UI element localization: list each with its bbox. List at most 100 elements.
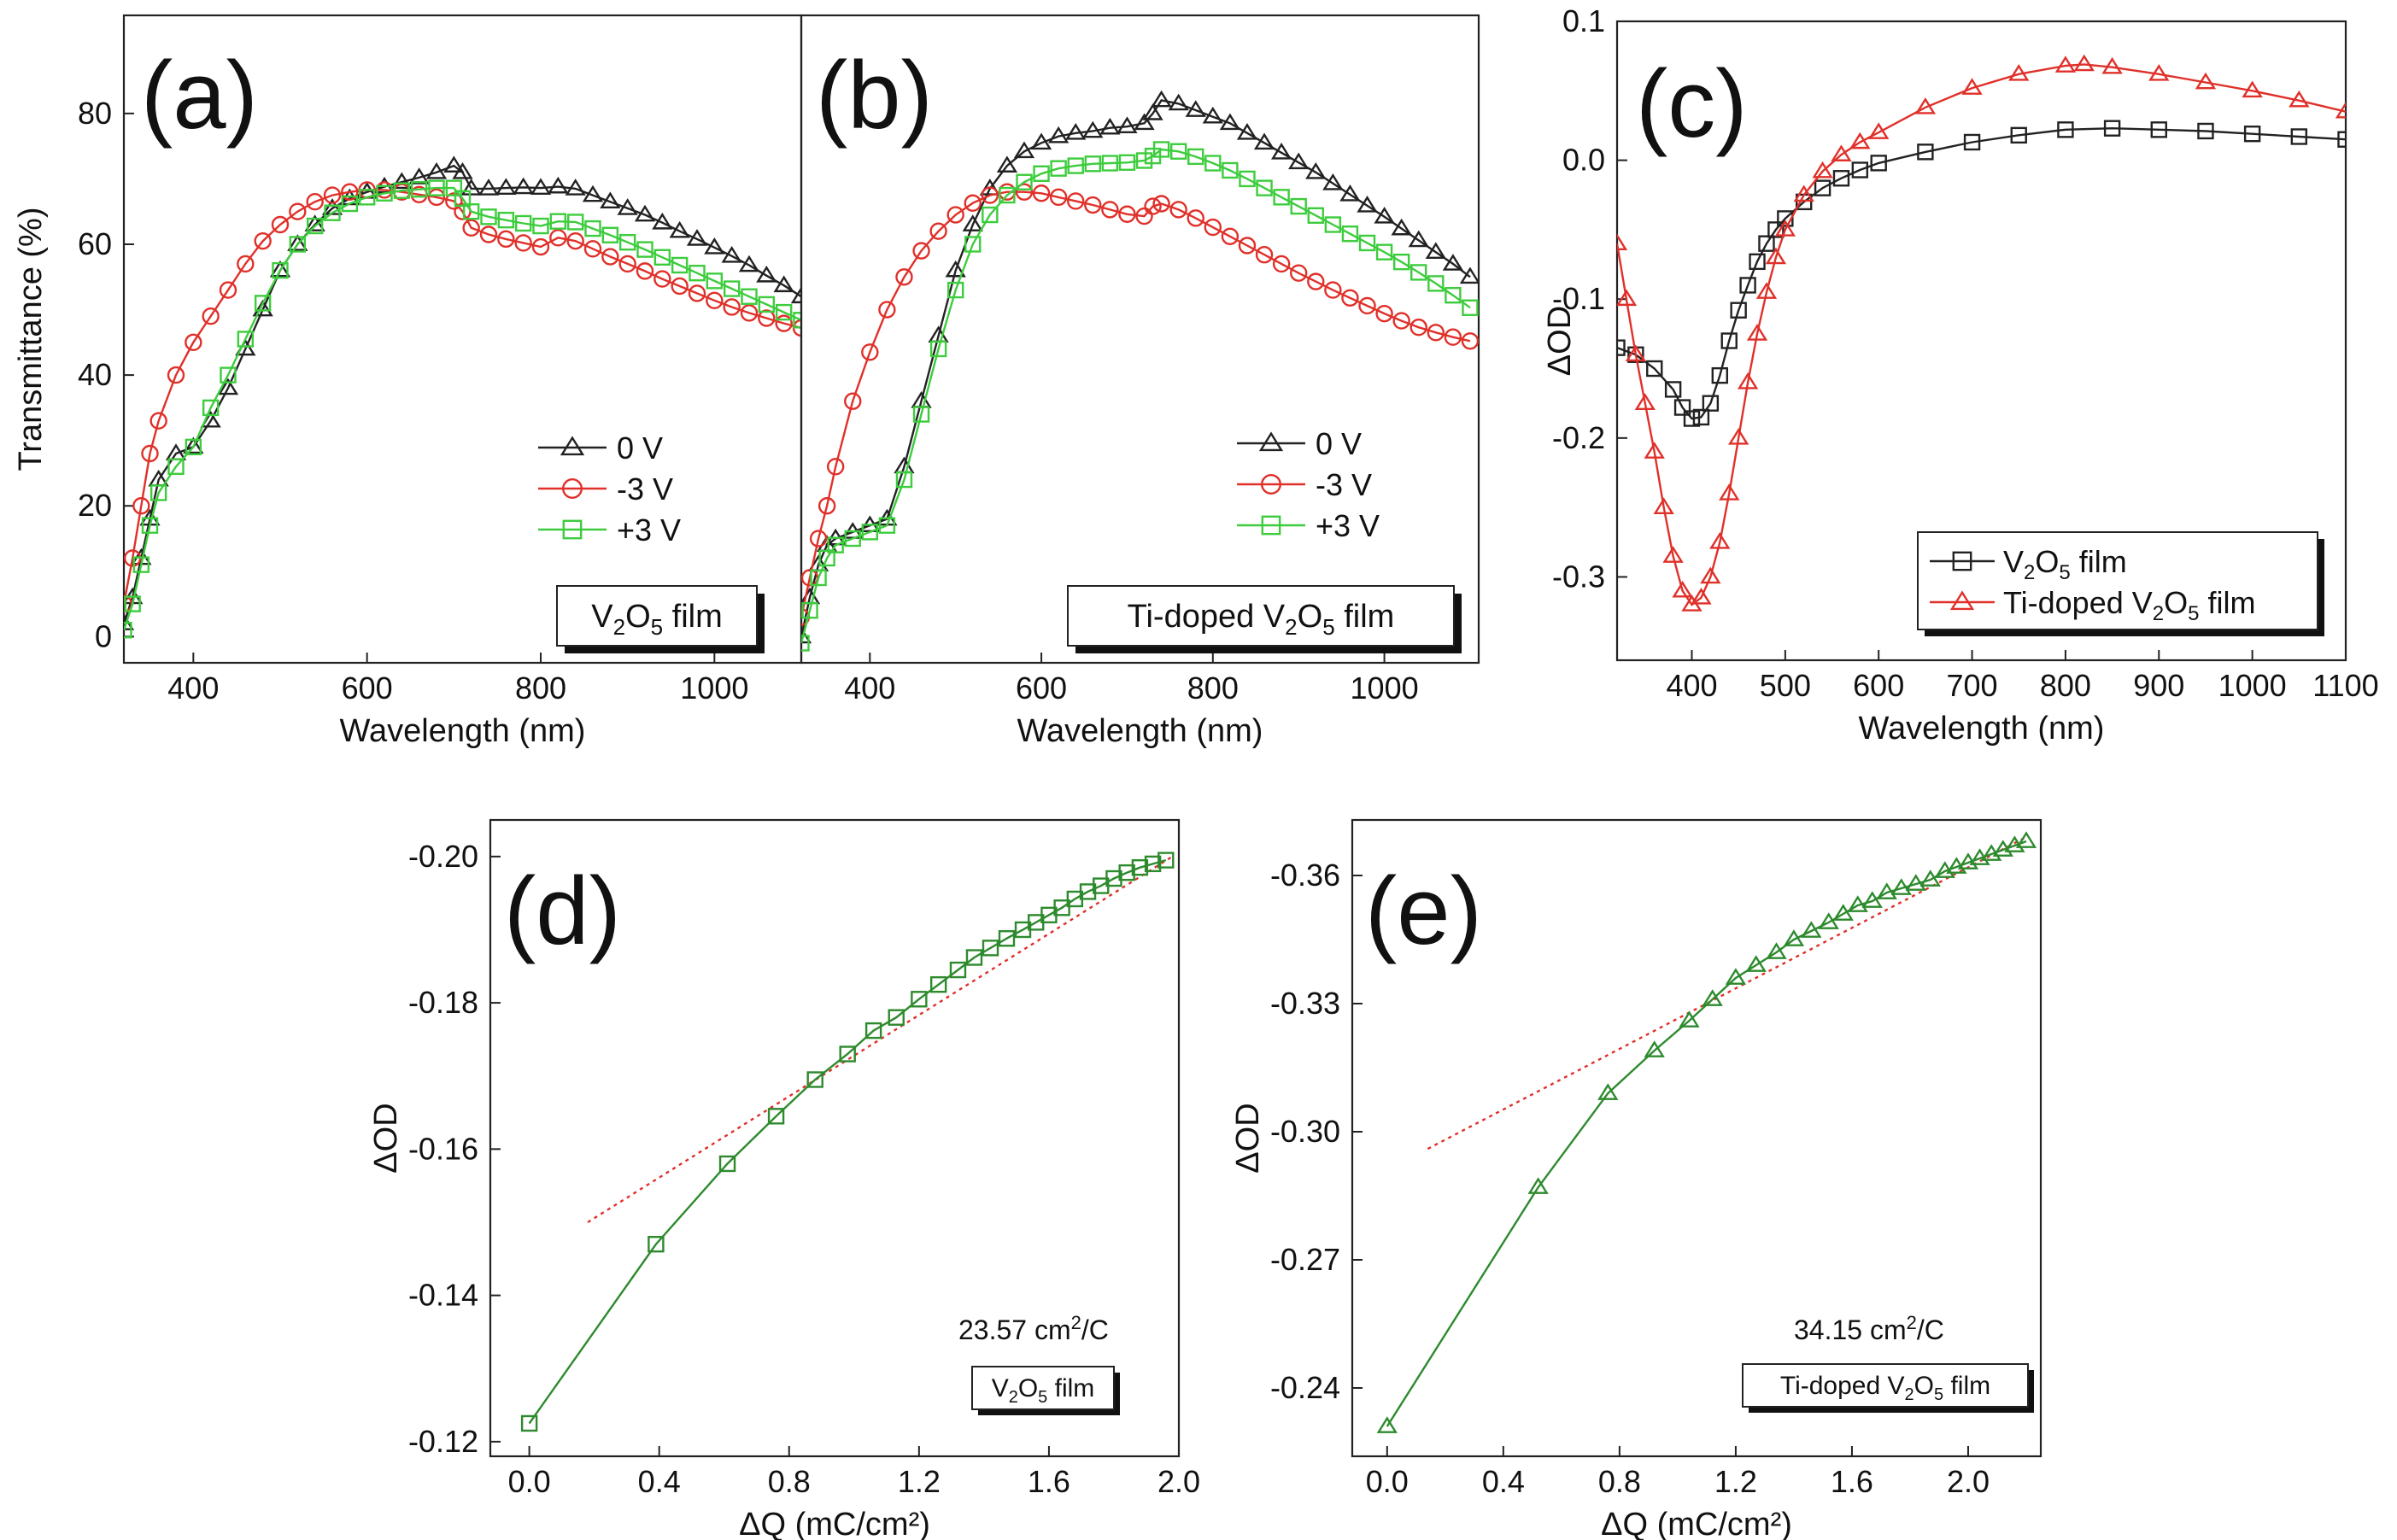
data-point bbox=[428, 179, 445, 196]
data-point bbox=[479, 225, 498, 243]
data-point bbox=[202, 307, 220, 325]
linear-fit-line bbox=[587, 855, 1174, 1223]
data-point bbox=[252, 299, 273, 317]
film-label: Ti-doped V2O5 film bbox=[1780, 1372, 1990, 1404]
x-tick-label: 2.0 bbox=[1157, 1464, 1200, 1499]
data-point bbox=[149, 412, 167, 430]
data-point bbox=[1118, 864, 1135, 881]
data-point bbox=[1709, 532, 1731, 549]
data-point bbox=[929, 340, 947, 358]
x-tick-label: 800 bbox=[515, 670, 566, 706]
x-tick-label: 0.0 bbox=[508, 1464, 551, 1499]
data-point bbox=[1169, 143, 1187, 160]
data-point bbox=[358, 189, 376, 206]
data-point bbox=[1239, 170, 1256, 188]
data-point bbox=[1204, 155, 1222, 172]
data-point bbox=[141, 517, 159, 534]
data-point bbox=[1783, 929, 1805, 946]
data-point bbox=[1625, 344, 1647, 362]
legend-marker bbox=[562, 478, 583, 500]
data-point bbox=[844, 392, 862, 410]
data-point bbox=[167, 458, 185, 476]
data-point bbox=[237, 255, 255, 273]
data-point bbox=[1169, 201, 1187, 219]
data-point bbox=[636, 262, 654, 280]
data-point bbox=[1861, 891, 1883, 908]
y-tick-label: 40 bbox=[78, 357, 112, 392]
data-point bbox=[790, 286, 801, 304]
film-label: V2O5 film bbox=[591, 599, 723, 640]
data-point bbox=[1050, 160, 1067, 177]
data-point bbox=[1737, 372, 1759, 389]
data-point bbox=[460, 179, 482, 196]
data-point bbox=[1597, 1083, 1619, 1100]
data-point bbox=[1961, 78, 1983, 95]
data-point bbox=[1341, 225, 1359, 243]
data-point bbox=[2057, 121, 2074, 138]
data-point bbox=[1870, 155, 1887, 172]
data-point bbox=[1144, 197, 1162, 215]
series-group bbox=[1617, 54, 2346, 612]
data-point bbox=[1016, 173, 1033, 190]
data-point bbox=[775, 314, 793, 332]
data-point bbox=[1702, 989, 1723, 1006]
data-point bbox=[1253, 132, 1275, 150]
data-point bbox=[946, 206, 964, 224]
data-point bbox=[1288, 152, 1310, 170]
data-point bbox=[531, 237, 550, 256]
data-point bbox=[1832, 904, 1854, 921]
data-point bbox=[1222, 161, 1239, 179]
data-point bbox=[801, 602, 818, 619]
data-point bbox=[1849, 132, 1871, 149]
data-point bbox=[686, 229, 708, 246]
data-point bbox=[2103, 120, 2121, 137]
data-point bbox=[478, 179, 500, 196]
data-point bbox=[1032, 184, 1051, 202]
series-group bbox=[124, 155, 801, 639]
x-tick-label: 1.6 bbox=[1028, 1464, 1070, 1499]
data-point bbox=[1758, 235, 1775, 252]
data-point bbox=[688, 284, 706, 302]
data-point bbox=[1255, 246, 1274, 264]
data-point bbox=[1408, 230, 1429, 248]
data-point bbox=[601, 248, 619, 266]
y-tick-label: -0.30 bbox=[1270, 1114, 1340, 1149]
data-point bbox=[1617, 339, 1626, 356]
data-point bbox=[775, 303, 793, 321]
data-point bbox=[912, 242, 930, 260]
data-point bbox=[124, 595, 141, 612]
x-tick-label: 600 bbox=[1853, 668, 1904, 703]
data-point bbox=[1832, 170, 1850, 187]
data-point bbox=[445, 179, 463, 196]
x-tick-label: 1000 bbox=[680, 670, 748, 706]
x-tick-label: 0.8 bbox=[768, 1464, 811, 1499]
data-point bbox=[341, 195, 359, 213]
data-point bbox=[1719, 483, 1740, 501]
data-point bbox=[741, 288, 758, 305]
legend-marker bbox=[1949, 590, 1975, 611]
data-point bbox=[497, 230, 515, 249]
x-tick-label: 400 bbox=[1666, 668, 1717, 703]
data-point bbox=[1818, 912, 1839, 929]
data-point bbox=[818, 497, 836, 515]
data-point bbox=[287, 234, 308, 251]
data-point bbox=[425, 161, 448, 179]
data-point bbox=[1673, 399, 1691, 416]
x-tick-label: 0.4 bbox=[638, 1464, 681, 1499]
legend-label: -3 V bbox=[617, 471, 673, 507]
legend-box bbox=[1917, 531, 2318, 630]
data-point bbox=[618, 255, 636, 273]
x-axis-title: Wavelength (nm) bbox=[1859, 711, 2105, 747]
data-point bbox=[1646, 360, 1663, 378]
data-point bbox=[929, 975, 947, 993]
data-point bbox=[1847, 895, 1868, 912]
data-point bbox=[1015, 183, 1034, 201]
data-point bbox=[1427, 275, 1445, 292]
data-point bbox=[1774, 220, 1796, 237]
data-point bbox=[1375, 243, 1393, 261]
data-point bbox=[1049, 188, 1068, 207]
data-point bbox=[1459, 266, 1479, 284]
data-point bbox=[1461, 332, 1479, 350]
x-tick-label: 900 bbox=[2133, 668, 2184, 703]
x-tick-label: 0.0 bbox=[1366, 1464, 1409, 1499]
